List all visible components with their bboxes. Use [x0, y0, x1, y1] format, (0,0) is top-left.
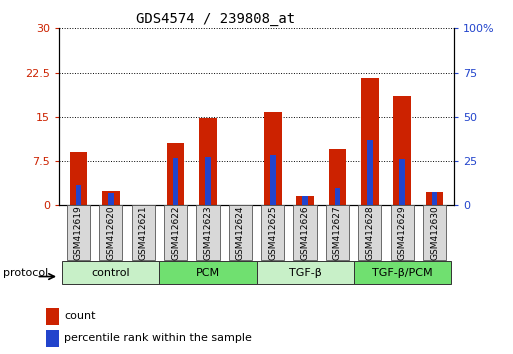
FancyBboxPatch shape: [67, 205, 90, 260]
Bar: [108, 193, 114, 205]
Bar: [367, 140, 373, 205]
Bar: [46, 308, 59, 325]
Text: GSM412620: GSM412620: [106, 205, 115, 260]
Text: count: count: [64, 312, 96, 321]
FancyBboxPatch shape: [326, 205, 349, 260]
Bar: [102, 190, 120, 205]
Bar: [75, 185, 82, 205]
Bar: [199, 118, 217, 205]
FancyBboxPatch shape: [358, 205, 382, 260]
Text: GSM412626: GSM412626: [301, 205, 309, 260]
Bar: [296, 196, 314, 205]
FancyBboxPatch shape: [164, 205, 187, 260]
Text: TGF-β: TGF-β: [289, 268, 322, 278]
FancyBboxPatch shape: [423, 205, 446, 260]
FancyBboxPatch shape: [261, 205, 284, 260]
Bar: [70, 152, 87, 205]
Text: GSM412621: GSM412621: [139, 205, 148, 260]
FancyBboxPatch shape: [256, 261, 353, 285]
Bar: [431, 192, 438, 205]
Text: GSM412628: GSM412628: [365, 205, 374, 260]
Text: GSM412623: GSM412623: [204, 205, 212, 260]
FancyBboxPatch shape: [353, 261, 451, 285]
Text: PCM: PCM: [196, 268, 220, 278]
Text: percentile rank within the sample: percentile rank within the sample: [64, 333, 252, 343]
Text: TGF-β/PCM: TGF-β/PCM: [372, 268, 432, 278]
Text: GSM412624: GSM412624: [236, 206, 245, 260]
Text: protocol: protocol: [3, 268, 48, 278]
Text: GSM412619: GSM412619: [74, 205, 83, 260]
Bar: [328, 149, 346, 205]
Bar: [270, 155, 275, 205]
Bar: [173, 158, 179, 205]
Text: GSM412629: GSM412629: [398, 205, 407, 260]
Text: GSM412630: GSM412630: [430, 205, 439, 260]
Bar: [46, 330, 59, 347]
Text: control: control: [91, 268, 130, 278]
FancyBboxPatch shape: [390, 205, 414, 260]
FancyBboxPatch shape: [160, 261, 256, 285]
Text: GDS4574 / 239808_at: GDS4574 / 239808_at: [136, 12, 295, 27]
FancyBboxPatch shape: [293, 205, 317, 260]
Text: GSM412627: GSM412627: [333, 205, 342, 260]
Text: GSM412625: GSM412625: [268, 205, 277, 260]
Bar: [399, 159, 405, 205]
Text: GSM412622: GSM412622: [171, 206, 180, 260]
Bar: [393, 96, 411, 205]
Bar: [426, 192, 443, 205]
Bar: [334, 188, 340, 205]
Bar: [361, 79, 379, 205]
Bar: [264, 112, 282, 205]
Bar: [302, 195, 308, 205]
FancyBboxPatch shape: [62, 261, 160, 285]
FancyBboxPatch shape: [229, 205, 252, 260]
FancyBboxPatch shape: [196, 205, 220, 260]
Bar: [167, 143, 185, 205]
Bar: [205, 156, 211, 205]
FancyBboxPatch shape: [131, 205, 155, 260]
FancyBboxPatch shape: [99, 205, 123, 260]
